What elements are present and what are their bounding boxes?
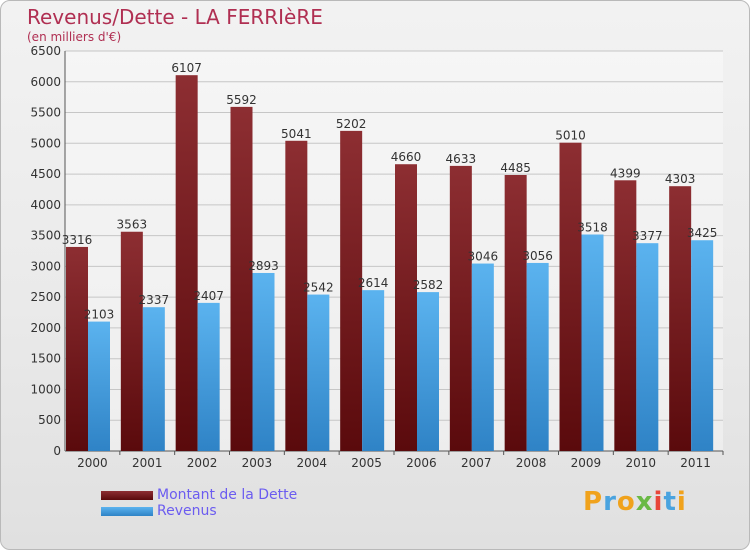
logo-letter: i [676, 487, 687, 517]
y-tick-label: 2500 [30, 290, 61, 304]
y-tick-label: 2000 [30, 321, 61, 335]
x-tick-label: 2001 [132, 456, 163, 470]
x-tick-label: 2000 [77, 456, 108, 470]
logo-letter: x [635, 487, 654, 517]
data-label-revenus: 2582 [413, 278, 444, 292]
bar-revenus [307, 294, 330, 451]
data-label-revenus: 2614 [358, 276, 389, 290]
bar-revenus [417, 292, 439, 451]
y-tick-label: 4000 [30, 198, 61, 212]
data-label-revenus: 2337 [139, 293, 170, 307]
bar-dette [285, 140, 308, 452]
bar-revenus [471, 263, 494, 451]
bar-dette [559, 142, 582, 451]
logo-letter: P [583, 487, 604, 517]
legend-label-revenus: Revenus [157, 503, 217, 519]
y-tick-label: 5000 [30, 136, 61, 150]
logo-letter: r [603, 487, 617, 517]
data-label-dette: 5592 [226, 93, 257, 107]
data-label-revenus: 2893 [248, 259, 279, 273]
y-tick-label: 500 [38, 413, 61, 427]
bar-dette [230, 106, 253, 451]
bar-revenus [252, 272, 275, 451]
data-label-dette: 4485 [500, 161, 531, 175]
data-label-revenus: 2407 [193, 289, 224, 303]
data-label-dette: 4633 [446, 152, 477, 166]
y-tick-label: 0 [53, 444, 61, 458]
logo-letter: i [653, 487, 664, 517]
bar-revenus [88, 321, 110, 451]
bar-revenus [362, 290, 385, 451]
x-tick-label: 2011 [680, 456, 711, 470]
logo-letter: o [616, 487, 636, 517]
bar-dette [395, 164, 417, 451]
data-label-revenus: 3425 [687, 226, 718, 240]
data-label-dette: 4399 [610, 166, 641, 180]
legend-label-dette: Montant de la Dette [157, 487, 298, 503]
x-tick-label: 2006 [406, 456, 437, 470]
x-tick-label: 2005 [351, 456, 382, 470]
y-tick-label: 1500 [30, 352, 61, 366]
bar-revenus [581, 234, 604, 451]
bar-dette [120, 231, 143, 451]
bar-dette [175, 75, 198, 451]
bar-dette [340, 130, 363, 451]
x-tick-label: 2009 [571, 456, 602, 470]
data-label-revenus: 3377 [632, 229, 663, 243]
bar-dette [669, 186, 692, 451]
logo-letter: t [663, 487, 677, 517]
bar-revenus [526, 262, 549, 451]
x-tick-label: 2007 [461, 456, 492, 470]
data-label-revenus: 3518 [577, 221, 608, 235]
data-label-revenus: 2542 [303, 281, 334, 295]
data-label-dette: 4660 [391, 150, 422, 164]
x-tick-label: 2010 [625, 456, 656, 470]
x-tick-label: 2003 [242, 456, 273, 470]
data-label-revenus: 3046 [468, 250, 499, 264]
chart-title: Revenus/Dette - LA FERRIèRE [27, 5, 323, 29]
data-label-dette: 5041 [281, 127, 312, 141]
x-tick-label: 2004 [296, 456, 327, 470]
data-label-dette: 4303 [665, 172, 696, 186]
data-label-dette: 5010 [555, 129, 586, 143]
x-tick-label: 2002 [187, 456, 218, 470]
y-tick-label: 5500 [30, 106, 61, 120]
bar-dette [504, 175, 527, 451]
proxiti-logo: Proxiti [583, 487, 687, 517]
bar-revenus [691, 240, 714, 451]
bar-revenus [142, 307, 165, 451]
y-tick-label: 1000 [30, 382, 61, 396]
data-label-dette: 3316 [62, 233, 93, 247]
y-tick-label: 3500 [30, 229, 61, 243]
data-label-dette: 5202 [336, 117, 367, 131]
data-label-revenus: 3056 [522, 249, 553, 263]
y-tick-label: 4500 [30, 167, 61, 181]
legend-swatch-revenus [101, 507, 153, 516]
y-tick-label: 3000 [30, 259, 61, 273]
y-tick-label: 6000 [30, 75, 61, 89]
chart-subtitle: (en milliers d'€) [27, 30, 122, 44]
bar-dette [66, 246, 88, 451]
bar-dette [614, 180, 637, 452]
data-label-dette: 3563 [117, 218, 148, 232]
data-label-dette: 6107 [171, 61, 202, 75]
y-tick-label: 6500 [30, 44, 61, 58]
data-label-revenus: 2103 [84, 308, 115, 322]
plot-area [65, 51, 723, 451]
bar-revenus [636, 243, 659, 451]
x-tick-label: 2008 [516, 456, 547, 470]
legend-swatch-dette [101, 491, 153, 500]
bar-revenus [197, 302, 220, 451]
bar-dette [449, 165, 472, 451]
